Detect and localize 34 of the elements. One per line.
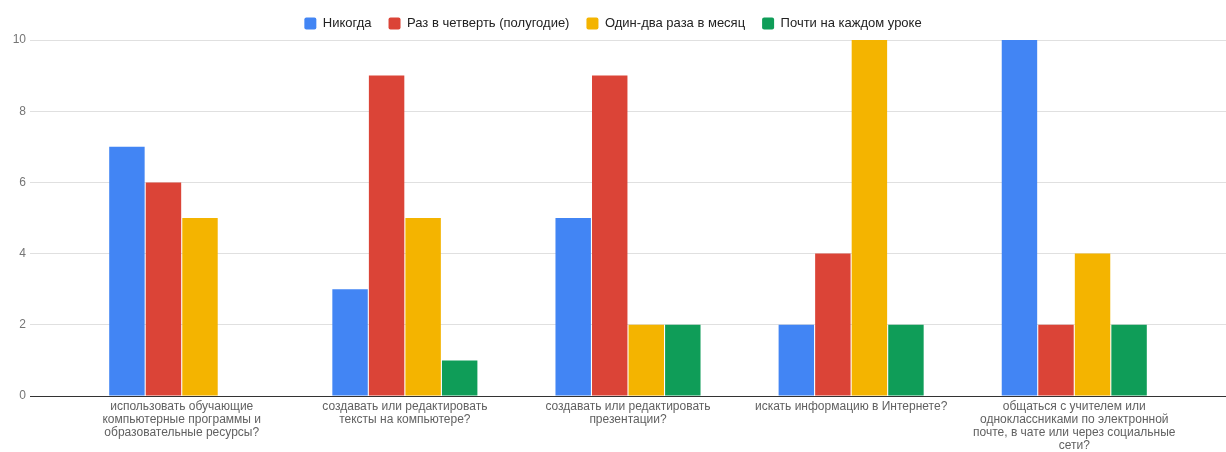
bar xyxy=(1074,253,1111,396)
bar xyxy=(368,75,405,396)
y-tick-label: 6 xyxy=(19,174,27,189)
bar xyxy=(1001,40,1038,396)
bar xyxy=(628,324,664,396)
bar xyxy=(888,324,924,396)
bar xyxy=(145,182,182,396)
bar xyxy=(182,218,218,396)
bar xyxy=(778,324,815,396)
bar xyxy=(405,218,441,396)
y-tick-label: 0 xyxy=(19,388,27,403)
legend-label: Раз в четверть (полугодие) xyxy=(407,15,570,31)
y-tick-label: 4 xyxy=(19,245,27,260)
x-tick-label: использовать обучающие компьютерные программы и образовательные ресурсы? xyxy=(102,398,261,439)
bar xyxy=(555,218,591,396)
bar xyxy=(665,324,701,396)
x-tick-label: создавать или редактировать тексты на компьютере? xyxy=(322,398,488,426)
bar xyxy=(592,75,628,396)
bar xyxy=(1111,324,1147,396)
bar xyxy=(815,253,851,396)
y-tick-label: 10 xyxy=(12,32,27,47)
bar xyxy=(441,360,478,396)
y-tick-label: 8 xyxy=(19,103,27,118)
bar xyxy=(851,40,888,396)
x-tick-label: создавать или редактировать презентации? xyxy=(545,398,711,426)
legend-label: Почти на каждом уроке xyxy=(780,15,922,31)
x-tick-label: общаться с учителем или одноклассниками по электронной почте, в чате или через социальные сети? xyxy=(973,398,1176,452)
y-tick-label: 2 xyxy=(19,317,27,332)
x-tick-label: искать информацию в Интернете? xyxy=(754,398,948,413)
bar xyxy=(1038,324,1074,396)
legend-label: Один-два раза в месяц xyxy=(604,15,746,31)
bar xyxy=(109,146,145,396)
bar xyxy=(332,289,368,396)
legend-label: Никогда xyxy=(322,15,373,31)
